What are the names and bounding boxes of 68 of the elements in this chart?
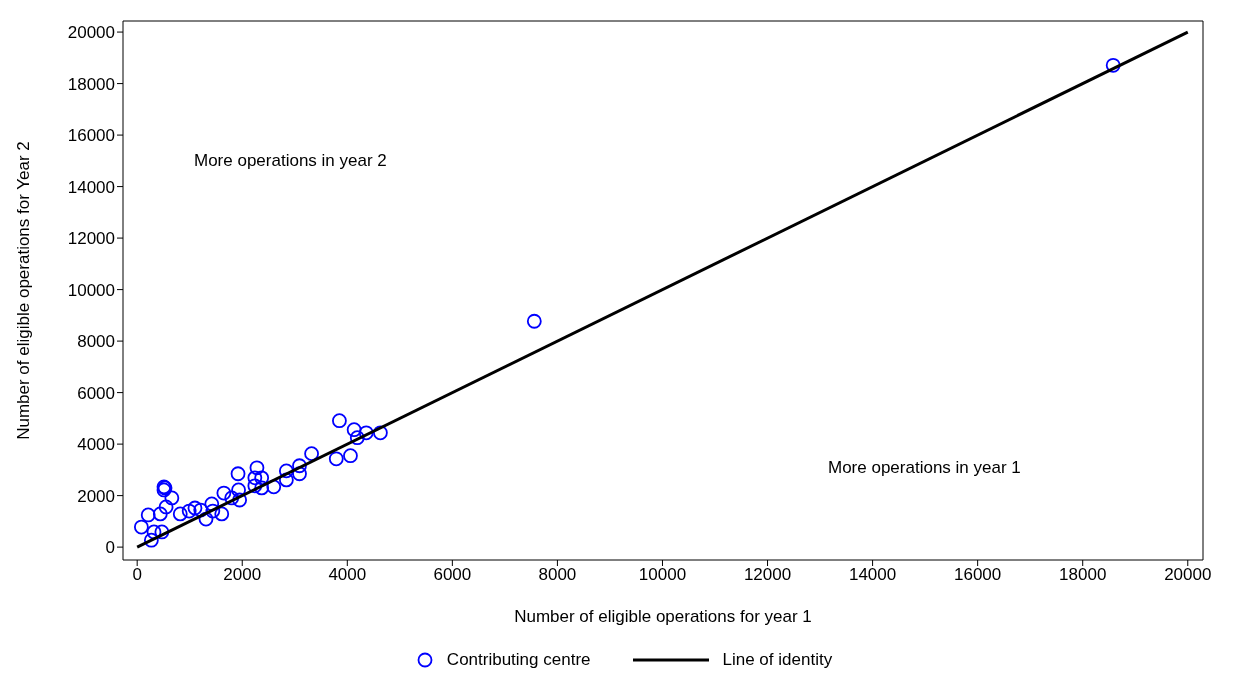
point — [140, 507, 156, 523]
point — [187, 500, 203, 516]
point — [304, 446, 319, 462]
point — [193, 502, 209, 518]
y-axis-title: Number of eligible operations for Year 2 — [14, 141, 34, 440]
y-tick-label: 20000 — [67, 23, 115, 43]
point — [154, 524, 170, 540]
x-tick-label: 20000 — [1164, 565, 1212, 585]
x-tick-label: 2000 — [223, 565, 262, 585]
point — [152, 506, 168, 522]
point — [214, 506, 230, 522]
y-tick-label: 8000 — [77, 332, 115, 352]
point — [343, 448, 358, 464]
y-tick-label: 18000 — [67, 74, 115, 94]
annotation: More operations in year 1 — [828, 458, 1021, 478]
point — [143, 532, 159, 548]
y-tick-label: 6000 — [77, 383, 115, 403]
point — [232, 492, 248, 508]
point — [247, 470, 263, 486]
point — [247, 478, 263, 494]
point — [526, 313, 542, 329]
annotation: More operations in year 2 — [194, 151, 387, 171]
point — [204, 496, 220, 512]
x-tick-label: 18000 — [1059, 565, 1107, 585]
point — [254, 480, 270, 496]
point — [328, 451, 344, 467]
x-tick-label: 12000 — [743, 565, 792, 585]
y-tick-label: 14000 — [67, 177, 115, 197]
point — [372, 425, 388, 441]
point — [231, 482, 246, 498]
point — [158, 499, 174, 515]
x-axis-title: Number of eligible operations for year 1 — [514, 607, 812, 626]
y-tick-label: 12000 — [67, 229, 115, 249]
x-tick-label: 14000 — [848, 565, 897, 585]
x-tick-label: 8000 — [538, 565, 577, 585]
point — [216, 485, 232, 501]
point — [278, 463, 294, 479]
point — [332, 413, 347, 429]
point — [346, 422, 362, 438]
x-tick-label: 0 — [132, 565, 142, 585]
x-tick-label: 10000 — [638, 565, 687, 585]
x-tick-label: 4000 — [328, 565, 367, 585]
point — [198, 511, 214, 527]
point — [205, 503, 221, 519]
y-tick-label: 10000 — [67, 280, 115, 300]
point — [146, 524, 162, 540]
point — [254, 470, 270, 486]
x-tick-label: 6000 — [433, 565, 472, 585]
point — [292, 458, 307, 474]
legend-label: Line of identity — [722, 650, 833, 670]
point — [249, 460, 265, 476]
x-tick-label: 16000 — [954, 565, 1002, 585]
point — [358, 425, 374, 441]
point — [181, 503, 197, 519]
point — [164, 490, 180, 506]
y-tick-label: 4000 — [77, 435, 115, 455]
point — [133, 519, 149, 535]
point — [1105, 57, 1121, 73]
y-tick-label: 16000 — [67, 126, 115, 146]
point — [266, 479, 282, 495]
y-tick-label: 0 — [105, 538, 115, 558]
y-tick-label: 2000 — [77, 486, 115, 506]
legend-label: Contributing centre — [446, 650, 591, 670]
point — [172, 506, 188, 522]
point — [230, 466, 246, 482]
point — [224, 490, 240, 506]
point — [278, 472, 294, 488]
point — [349, 430, 365, 446]
